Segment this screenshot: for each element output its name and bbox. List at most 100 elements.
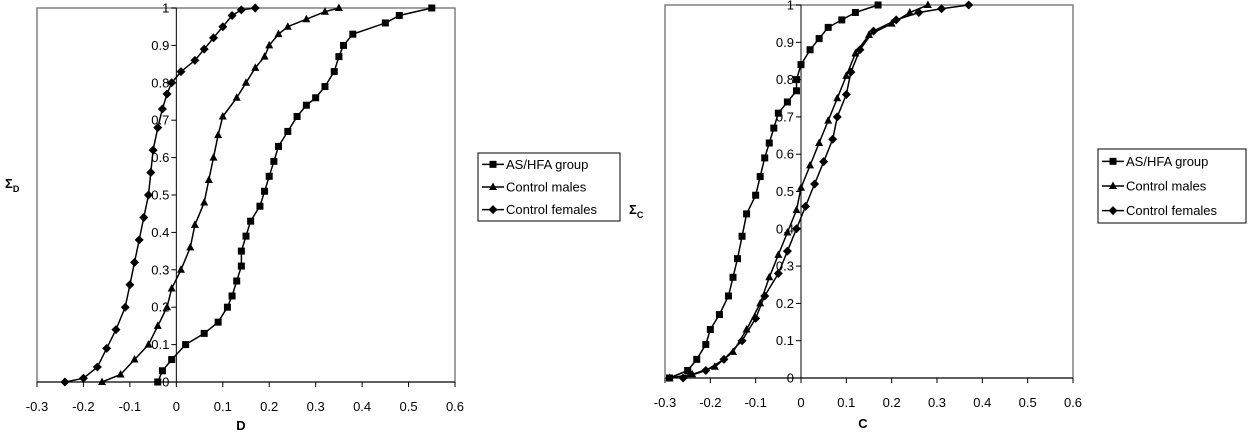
data-point bbox=[214, 318, 222, 326]
data-point bbox=[190, 220, 199, 228]
y-tick-label: 0.6 bbox=[776, 147, 794, 162]
data-point bbox=[251, 63, 260, 71]
data-point bbox=[824, 116, 833, 124]
data-point bbox=[144, 340, 153, 348]
y-axis-label: ΣD bbox=[5, 176, 20, 194]
data-point bbox=[148, 145, 158, 155]
data-point bbox=[792, 205, 801, 214]
data-point bbox=[756, 173, 764, 181]
data-point bbox=[914, 7, 924, 17]
legend-marker bbox=[1109, 157, 1117, 165]
data-point bbox=[743, 210, 751, 218]
chart-right: -0.3 -0.2 -0.1 0 0.1 0.2 0.3 0.4 0.5 0.6 0 0.1 0.2 0.… bbox=[629, 0, 1247, 431]
data-point bbox=[199, 44, 209, 54]
data-point bbox=[738, 232, 746, 240]
data-point bbox=[158, 367, 166, 375]
data-point bbox=[120, 302, 130, 312]
data-point bbox=[737, 336, 747, 346]
data-point bbox=[891, 15, 901, 25]
series-control-males bbox=[665, 0, 932, 381]
data-point bbox=[838, 16, 846, 24]
legend-label: Control males bbox=[506, 180, 587, 195]
data-point bbox=[200, 197, 209, 206]
x-axis-label: D bbox=[236, 418, 245, 433]
data-point bbox=[208, 33, 218, 43]
data-point bbox=[833, 93, 842, 102]
y-tick-label: 0 bbox=[162, 375, 169, 390]
data-point bbox=[130, 257, 140, 267]
data-point bbox=[810, 179, 820, 189]
data-point bbox=[190, 55, 200, 65]
data-point bbox=[783, 98, 791, 106]
data-point bbox=[828, 134, 838, 144]
data-point bbox=[302, 101, 310, 109]
series-line bbox=[157, 7, 432, 383]
data-point bbox=[729, 273, 737, 281]
legend-marker bbox=[489, 182, 497, 190]
data-point bbox=[783, 228, 792, 236]
data-point bbox=[846, 67, 856, 77]
legend-label: AS/HFA group bbox=[1126, 154, 1208, 169]
data-point bbox=[227, 10, 237, 20]
data-point bbox=[265, 40, 274, 49]
x-tick-label: -0.2 bbox=[72, 399, 94, 414]
x-tick-label: -0.1 bbox=[119, 399, 141, 414]
data-point bbox=[832, 112, 842, 122]
data-point bbox=[167, 284, 176, 292]
data-point bbox=[153, 123, 163, 133]
data-point bbox=[153, 321, 162, 329]
data-point bbox=[815, 138, 824, 147]
data-point bbox=[665, 373, 674, 381]
legend-label: Control males bbox=[1126, 179, 1207, 194]
data-point bbox=[855, 45, 865, 55]
data-point bbox=[274, 29, 283, 38]
data-point bbox=[815, 35, 823, 43]
data-point bbox=[116, 370, 125, 378]
data-point bbox=[320, 7, 329, 15]
data-point bbox=[218, 22, 228, 32]
data-point bbox=[130, 355, 139, 363]
data-point bbox=[250, 3, 260, 13]
data-point bbox=[865, 30, 873, 38]
data-point bbox=[312, 94, 320, 102]
data-point bbox=[801, 201, 811, 211]
data-point bbox=[60, 377, 70, 387]
x-tick-label: 0.1 bbox=[214, 399, 232, 414]
data-point bbox=[806, 160, 815, 169]
data-point bbox=[260, 52, 269, 60]
data-point bbox=[824, 23, 832, 31]
data-point bbox=[349, 30, 357, 38]
data-point bbox=[765, 272, 774, 281]
data-point bbox=[102, 343, 112, 353]
data-point bbox=[851, 8, 859, 16]
data-point bbox=[797, 183, 805, 191]
data-point bbox=[162, 89, 172, 99]
y-tick-label: 0.8 bbox=[151, 75, 169, 90]
x-tick-label: 0.3 bbox=[928, 395, 946, 410]
x-tick-label: -0.1 bbox=[744, 395, 766, 410]
data-point bbox=[756, 298, 765, 307]
x-tick-label: 0.5 bbox=[1019, 395, 1037, 410]
data-point bbox=[261, 187, 269, 195]
data-point bbox=[770, 124, 778, 132]
data-point bbox=[242, 78, 250, 86]
data-point bbox=[678, 373, 688, 383]
data-point bbox=[734, 255, 742, 263]
data-point bbox=[684, 367, 692, 375]
data-point bbox=[702, 340, 710, 348]
x-axis-label: C bbox=[858, 416, 868, 431]
data-point bbox=[139, 212, 149, 222]
data-point bbox=[923, 0, 932, 8]
legend-label: Control females bbox=[1126, 203, 1218, 218]
y-tick-label: 0.5 bbox=[776, 184, 794, 199]
x-tick-label: 0 bbox=[173, 399, 180, 414]
data-point bbox=[265, 172, 273, 180]
y-tick-label: 1 bbox=[162, 1, 169, 16]
data-point bbox=[125, 280, 135, 290]
data-point bbox=[302, 14, 311, 23]
data-point bbox=[176, 67, 186, 77]
x-tick-label: 0.6 bbox=[1064, 395, 1082, 410]
y-axis-label: ΣC bbox=[629, 202, 644, 220]
data-point bbox=[182, 341, 190, 349]
data-point bbox=[176, 265, 185, 273]
